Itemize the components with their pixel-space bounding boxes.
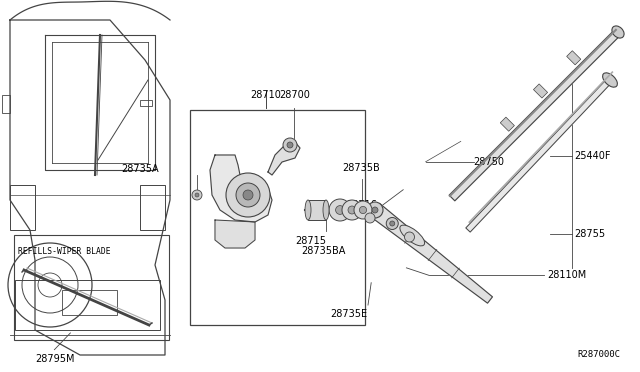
Polygon shape <box>268 142 300 175</box>
Polygon shape <box>466 78 612 232</box>
Ellipse shape <box>323 200 329 220</box>
Text: 28700: 28700 <box>279 90 310 100</box>
Circle shape <box>192 190 202 200</box>
Circle shape <box>283 138 297 152</box>
Bar <box>2 95 10 113</box>
Polygon shape <box>370 204 492 303</box>
Text: 28750: 28750 <box>474 157 504 167</box>
Circle shape <box>226 173 270 217</box>
Bar <box>14 235 169 340</box>
Text: 28755: 28755 <box>575 230 606 239</box>
Polygon shape <box>210 155 272 222</box>
Bar <box>566 51 580 65</box>
Text: 28716: 28716 <box>347 200 378 209</box>
Circle shape <box>348 206 356 214</box>
Text: 25440F: 25440F <box>575 151 611 161</box>
Bar <box>500 117 515 131</box>
Bar <box>140 185 165 230</box>
Text: 28715: 28715 <box>295 236 326 246</box>
Text: 28795M: 28795M <box>35 354 75 364</box>
Text: 28710: 28710 <box>250 90 281 100</box>
Circle shape <box>195 193 199 197</box>
Circle shape <box>387 218 398 230</box>
Circle shape <box>354 201 372 219</box>
Circle shape <box>365 213 375 223</box>
Ellipse shape <box>612 26 624 38</box>
Circle shape <box>404 232 415 242</box>
Text: 28110M: 28110M <box>547 270 586 280</box>
Circle shape <box>367 202 383 218</box>
Polygon shape <box>449 29 621 201</box>
Bar <box>62 290 117 315</box>
Circle shape <box>390 221 395 226</box>
Bar <box>140 100 152 106</box>
Ellipse shape <box>305 200 311 220</box>
Text: R287000C: R287000C <box>578 350 621 359</box>
Circle shape <box>342 200 362 220</box>
Circle shape <box>287 142 293 148</box>
Bar <box>534 84 548 98</box>
Bar <box>10 185 35 230</box>
Circle shape <box>372 207 378 213</box>
Bar <box>15 280 160 330</box>
Circle shape <box>360 206 367 214</box>
Circle shape <box>335 206 344 214</box>
Text: REFILLS-WIPER BLADE: REFILLS-WIPER BLADE <box>18 247 111 256</box>
Polygon shape <box>215 220 255 248</box>
Ellipse shape <box>603 73 618 87</box>
Text: 28735BA: 28735BA <box>301 246 346 256</box>
Text: 28735B: 28735B <box>343 163 380 173</box>
Bar <box>308 200 326 220</box>
Text: 28735A: 28735A <box>122 164 159 174</box>
Circle shape <box>329 199 351 221</box>
Ellipse shape <box>400 225 424 246</box>
Text: 28735E: 28735E <box>330 309 367 319</box>
Bar <box>190 110 365 325</box>
Circle shape <box>243 190 253 200</box>
Circle shape <box>236 183 260 207</box>
